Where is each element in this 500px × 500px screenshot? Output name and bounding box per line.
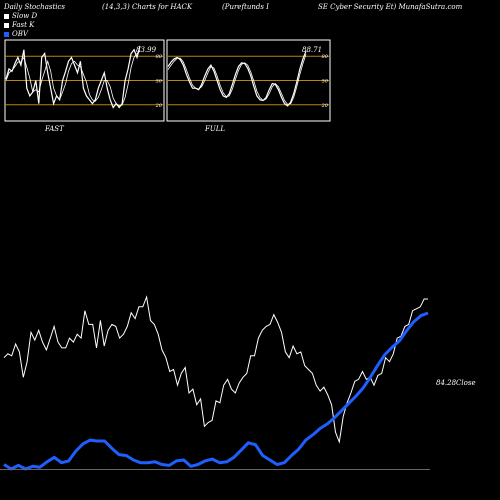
- chart-title-right-2: SE Cyber Security Et) MunafaSutra.com: [318, 3, 463, 11]
- full-stochastic-panel-series-1: [167, 54, 307, 105]
- legend-label: Fast K: [12, 21, 35, 29]
- chart-title-mid: (14,3,3) Charts for HACK: [102, 3, 193, 11]
- legend-item-obv: OBV: [4, 30, 28, 38]
- close-price-line: [3, 295, 428, 444]
- legend-label: OBV: [12, 30, 28, 38]
- chart-title-right-1: (Pureftunds I: [222, 3, 269, 11]
- full-stochastic-panel-value-label: 88.71: [302, 46, 322, 54]
- full-stochastic-panel-level-label-20: 20: [321, 103, 329, 109]
- legend-swatch-obv-icon: [4, 31, 9, 37]
- legend-item-slow-d: Slow D: [4, 12, 37, 20]
- legend-swatch-slow-d-icon: [4, 13, 9, 19]
- fast-stochastic-panel-level-label-50: 50: [156, 79, 163, 85]
- legend-swatch-fast-k-icon: [4, 22, 9, 28]
- legend-item-fast-k: Fast K: [4, 21, 34, 29]
- fast-stochastic-panel-value-label: 83.99: [136, 46, 157, 54]
- fast-stochastic-panel-level-label-80: 80: [156, 54, 163, 60]
- fast-stochastic-panel-series-1: [5, 50, 141, 107]
- chart-title-left: Daily Stochastics: [4, 3, 66, 11]
- full-stochastic-panel-level-label-50: 50: [322, 79, 329, 85]
- legend-label: Slow D: [12, 12, 38, 20]
- full-stochastic-panel-series-0: [167, 50, 307, 107]
- fast-stochastic-panel-title: FAST: [44, 125, 65, 133]
- full-stochastic-panel-title: FULL: [204, 125, 225, 133]
- obv-line: [3, 311, 429, 471]
- fast-stochastic-panel-series-0: [5, 45, 141, 109]
- full-stochastic-panel-level-label-80: 80: [322, 54, 329, 60]
- fast-stochastic-panel-level-label-20: 20: [155, 103, 163, 109]
- last-close-label: 84.28Close: [436, 379, 476, 387]
